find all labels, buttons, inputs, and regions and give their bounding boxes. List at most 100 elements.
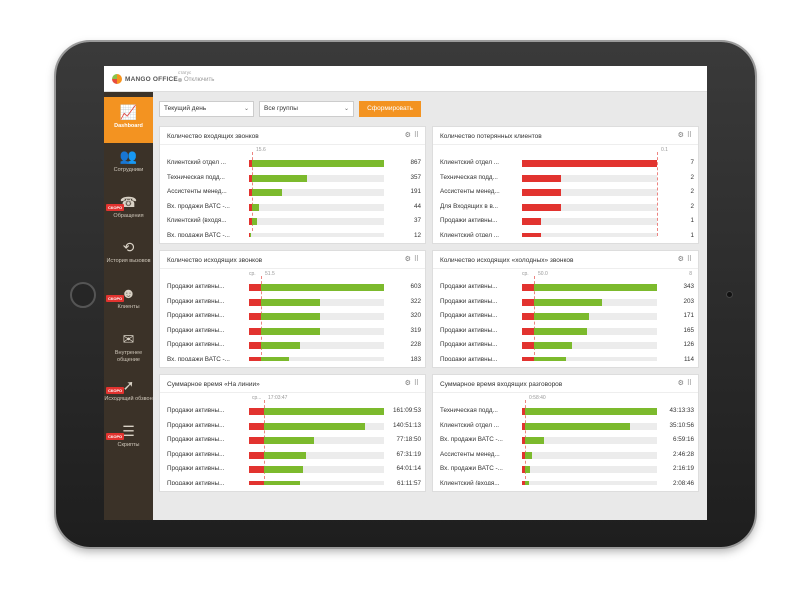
bar-row[interactable]: Продажи активны... 165 <box>440 324 694 339</box>
bar-row[interactable]: Продажи активны... 203 <box>440 295 694 310</box>
bar-list: Клиентский отдел ... 7 Техническая подд.… <box>440 156 694 237</box>
bar-list: Клиентский отдел ... 867 Техническая под… <box>167 156 421 237</box>
bar-row[interactable]: Продажи активны... 67:31:19 <box>167 448 421 463</box>
sidebar-item-4[interactable]: ⟲ История вызовов <box>104 232 153 278</box>
bar-track <box>249 174 384 182</box>
bar-row[interactable]: Продажи активны... 1 <box>440 214 694 229</box>
home-button[interactable] <box>70 282 96 308</box>
row-value: 171 <box>683 312 694 320</box>
bar-row[interactable]: Продажи активны... 64:01:14 <box>167 462 421 477</box>
status-dot-icon <box>178 78 182 82</box>
clients-icon: ☻ <box>121 285 136 301</box>
reference-value: 0.1 <box>661 147 668 153</box>
status-toggle[interactable]: Отключить <box>178 77 214 83</box>
bar-row[interactable]: Вх. продажи ВАТС -... 2:16:19 <box>440 462 694 477</box>
row-label: Продажи активны... <box>167 326 225 334</box>
bar-track <box>522 408 657 415</box>
gear-icon[interactable]: ⚙ <box>677 132 684 139</box>
submit-button[interactable]: Сформировать <box>359 101 421 117</box>
bar-row[interactable]: Продажи активны... 603 <box>167 280 421 295</box>
bar-row[interactable]: Продажи активны... 77:18:50 <box>167 433 421 448</box>
chat-icon: ✉ <box>122 331 135 347</box>
bar-row[interactable]: Продажи активны... 161:09:53 <box>167 404 421 419</box>
bar-red-segment <box>522 284 534 291</box>
bar-row[interactable]: Техническая подд... 43:13:33 <box>440 404 694 419</box>
drag-handle-icon[interactable]: ⠿ <box>413 256 419 263</box>
sidebar-item-3[interactable]: ☎ СКОРО Обращения <box>104 187 153 233</box>
bar-row[interactable]: Вх. продажи ВАТС -... 44 <box>167 200 421 215</box>
bar-row[interactable]: Клиентский отдел ... 867 <box>167 156 421 171</box>
row-value: 322 <box>410 297 421 305</box>
sidebar-item-8[interactable]: ☰ СКОРО Скрипты <box>104 416 153 462</box>
reference-prefix: ср... <box>252 395 262 401</box>
bar-row[interactable]: Продажи активны... 61:11:57 <box>167 477 421 485</box>
bar-row[interactable]: Продажи активны... 320 <box>167 309 421 324</box>
bar-row[interactable]: Клиентский (входя... 2:08:46 <box>440 477 694 485</box>
bar-track <box>522 437 657 445</box>
bar-row[interactable]: Клиентский отдел ... 35:10:56 <box>440 419 694 434</box>
bar-row[interactable]: Продажи активны... 319 <box>167 324 421 339</box>
sidebar-item-5[interactable]: ☻ СКОРО Клиенты <box>104 278 153 324</box>
bar-row[interactable]: Вх. продажи ВАТС -... 6:59:16 <box>440 433 694 448</box>
gear-icon[interactable]: ⚙ <box>404 256 411 263</box>
bar-row[interactable]: Продажи активны... 126 <box>440 338 694 353</box>
bar-red-segment <box>522 451 525 459</box>
divider <box>433 144 698 145</box>
bar-green-segment <box>534 284 657 291</box>
bar-row[interactable]: Ассистенты менед... 2:46:28 <box>440 448 694 463</box>
gear-icon[interactable]: ⚙ <box>677 380 684 387</box>
dashboard-panel: Количество исходящих звонков ⚙ ⠿ ср. 51.5 Пр… <box>159 250 426 368</box>
gear-icon[interactable]: ⚙ <box>677 256 684 263</box>
sidebar-item-7[interactable]: ➚ СКОРО Исходящий обзвон <box>104 370 153 416</box>
bar-track <box>249 218 384 226</box>
bar-green-segment <box>261 284 384 291</box>
sidebar-item-label: Внутренее общение <box>114 350 143 363</box>
bar-row[interactable]: Продажи активны... 228 <box>167 338 421 353</box>
row-value: 6:59:16 <box>672 436 694 444</box>
row-value: 2:16:19 <box>672 465 694 473</box>
bar-row[interactable]: Продажи активны... 322 <box>167 295 421 310</box>
bar-row[interactable]: Продажи активны... 114 <box>440 353 694 361</box>
bar-red-segment <box>249 189 252 197</box>
period-select[interactable]: Текущий день ⌄ <box>159 101 254 117</box>
bar-row[interactable]: Ассистенты менед... 191 <box>167 185 421 200</box>
panel-tools: ⚙ ⠿ <box>405 379 419 387</box>
bar-row[interactable]: Для Входящих в в... 2 <box>440 200 694 215</box>
bar-green-segment <box>534 313 589 321</box>
bar-green-segment <box>525 408 657 415</box>
groups-select[interactable]: Все группы ⌄ <box>259 101 354 117</box>
reference-value: 0:58:40 <box>529 395 546 401</box>
bar-row[interactable]: Продажи активны... 140:51:13 <box>167 419 421 434</box>
bar-row[interactable]: Техническая подд... 357 <box>167 171 421 186</box>
bar-green-segment <box>525 422 630 430</box>
bar-row[interactable]: Продажи активны... 343 <box>440 280 694 295</box>
drag-handle-icon[interactable]: ⠿ <box>686 380 692 387</box>
gear-icon[interactable]: ⚙ <box>404 132 411 139</box>
bar-red-segment <box>249 203 252 211</box>
drag-handle-icon[interactable]: ⠿ <box>413 132 419 139</box>
bar-red-segment <box>249 313 261 321</box>
panel-title: Количество потерянных клиентов <box>440 133 542 140</box>
sidebar-item-2[interactable]: 👥 Сотрудники <box>104 141 153 187</box>
gear-icon[interactable]: ⚙ <box>404 380 411 387</box>
bar-row[interactable]: Ассистенты менед... 2 <box>440 185 694 200</box>
bar-row[interactable]: Клиентский (входя... 37 <box>167 214 421 229</box>
drag-handle-icon[interactable]: ⠿ <box>686 132 692 139</box>
drag-handle-icon[interactable]: ⠿ <box>413 380 419 387</box>
bar-row[interactable]: Техническая подд... 2 <box>440 171 694 186</box>
row-label: Техническая подд... <box>440 173 498 181</box>
row-label: Продажи активны... <box>440 312 498 320</box>
row-value: 867 <box>410 159 421 166</box>
bar-row[interactable]: Продажи активны... 171 <box>440 309 694 324</box>
row-value: 2:46:28 <box>672 450 694 458</box>
bar-row[interactable]: Клиентский отдел ... 1 <box>440 229 694 237</box>
bar-green-segment <box>534 342 572 350</box>
bar-track <box>249 284 384 291</box>
drag-handle-icon[interactable]: ⠿ <box>686 256 692 263</box>
sidebar-item-1[interactable]: 📈 Dashboard <box>104 97 153 143</box>
bar-row[interactable]: Вх. продажи ВАТС -... 183 <box>167 353 421 361</box>
dashboard-panel: Суммарное время входящих разговоров ⚙ ⠿ 0:5… <box>432 374 699 492</box>
bar-row[interactable]: Вх. продажи ВАТС -... 12 <box>167 229 421 237</box>
bar-row[interactable]: Клиентский отдел ... 7 <box>440 156 694 171</box>
sidebar-item-6[interactable]: ✉ Внутренее общение <box>104 324 153 370</box>
